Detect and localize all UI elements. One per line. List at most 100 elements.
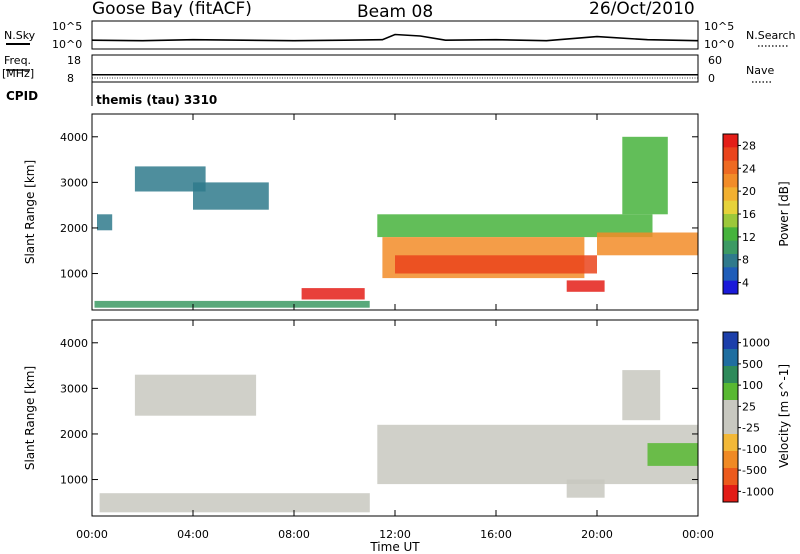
power-ylabel: Slant Range [km] (23, 160, 37, 264)
xtick-label-0: 00:00 (76, 528, 108, 541)
station-title: Goose Bay (fitACF) (92, 0, 252, 19)
date-title: 26/Oct/2010 (589, 0, 695, 19)
power-cbar-swatch-6 (723, 214, 738, 228)
velocity-cbar-swatch-8 (723, 468, 738, 486)
nsearch-tick-bottom: 10^0 (704, 38, 734, 51)
velocity-colorbar-label: Velocity [m s^-1] (777, 364, 791, 468)
velocity-cbar-swatch-1 (723, 349, 738, 367)
nsky-panel (91, 20, 699, 50)
xtick-label-5: 20:00 (581, 528, 613, 541)
xtick-label-3: 12:00 (379, 528, 411, 541)
power-cbar-swatch-0 (723, 134, 738, 148)
power-cbar-swatch-3 (723, 174, 738, 188)
power-region-7 (395, 255, 597, 274)
velocity-cbar-tick-label-2: 100 (742, 379, 763, 392)
beam-title: Beam 08 (357, 2, 433, 22)
nsearch-label: N.Search (746, 29, 796, 42)
xtick-label-4: 16:00 (480, 528, 512, 541)
velocity-cbar-tick-label-5: -100 (742, 443, 767, 456)
velocity-region-5 (622, 370, 661, 421)
xtick-label-2: 08:00 (278, 528, 310, 541)
velocity-heatmap (99, 370, 698, 513)
power-region-9 (597, 232, 698, 256)
freq-tick-top: 18 (67, 54, 81, 67)
nsky-label: N.Sky (4, 29, 36, 42)
velocity-panel-frame (91, 319, 699, 517)
power-cbar-tick-label-2: 20 (742, 185, 756, 198)
power-colorbar: 28 24 20 16 12 8 4 (723, 134, 756, 295)
velocity-ytick-label-3: 4000 (60, 337, 88, 350)
velocity-region-2 (377, 424, 698, 485)
freq-label: Freq. (4, 54, 31, 67)
power-ytick-label-0: 1000 (60, 268, 88, 281)
nsky-tick-bottom: 10^0 (52, 38, 82, 51)
cpid-value: themis (tau) 3310 (96, 93, 217, 107)
velocity-cbar-tick-label-7: -1000 (742, 485, 774, 498)
velocity-cbar-tick-label-3: 25 (742, 400, 756, 413)
velocity-cbar-swatch-6 (723, 434, 738, 452)
power-cbar-tick-label-5: 8 (742, 254, 749, 267)
power-region-5 (377, 214, 653, 238)
power-region-0 (94, 300, 370, 308)
nave-tick-top: 60 (708, 54, 722, 67)
velocity-region-3 (566, 479, 605, 498)
power-cbar-swatch-7 (723, 227, 738, 242)
power-colorbar-label: Power [dB] (777, 181, 791, 246)
power-cbar-tick-label-4: 12 (742, 231, 756, 244)
velocity-cbar-swatch-2 (723, 366, 738, 384)
power-region-1 (301, 288, 365, 300)
cpid-label: CPID (6, 89, 38, 103)
xlabel: Time UT (369, 540, 420, 554)
velocity-cbar-swatch-7 (723, 451, 738, 469)
power-ytick-label-2: 3000 (60, 176, 88, 189)
velocity-cbar-tick-label-6: -500 (742, 464, 767, 477)
freq-unit-label: [MHz] (2, 67, 34, 80)
power-cbar-swatch-10 (723, 267, 738, 282)
power-cbar-tick-label-3: 16 (742, 208, 756, 221)
power-cbar-tick-label-1: 24 (742, 162, 756, 175)
xtick-label-1: 04:00 (177, 528, 209, 541)
velocity-colorbar-frame (722, 331, 739, 503)
power-cbar-tick-label-6: 4 (742, 277, 749, 290)
power-panel-frame (91, 113, 699, 311)
power-y-axis: 1000 2000 3000 4000 (60, 131, 698, 281)
power-region-8 (566, 280, 605, 292)
velocity-ytick-label-2: 3000 (60, 382, 88, 395)
velocity-region-4 (647, 443, 698, 466)
power-ytick-label-1: 2000 (60, 222, 88, 235)
velocity-cbar-swatch-3 (723, 383, 738, 401)
velocity-ytick-label-1: 2000 (60, 428, 88, 441)
power-colorbar-frame (722, 133, 739, 295)
power-ytick-label-3: 4000 (60, 131, 88, 144)
velocity-cbar-swatch-9 (723, 485, 738, 503)
nsky-trace (91, 33, 699, 42)
power-cbar-swatch-4 (723, 187, 738, 202)
power-region-10 (622, 136, 668, 215)
velocity-cbar-tick-label-1: 500 (742, 358, 763, 371)
freq-panel (91, 54, 699, 83)
power-heatmap (94, 136, 698, 308)
power-cbar-swatch-1 (723, 147, 738, 162)
power-region-4 (97, 214, 113, 231)
velocity-region-0 (99, 493, 370, 513)
velocity-region-1 (134, 374, 257, 416)
power-cbar-swatch-9 (723, 254, 738, 268)
velocity-cbar-swatch-5 (723, 417, 738, 435)
power-cbar-swatch-2 (723, 160, 738, 175)
xtick-label-6: 00:00 (682, 528, 714, 541)
velocity-ylabel: Slant Range [km] (23, 366, 37, 470)
velocity-colorbar: 1000 500 100 25 -25 -100 -500 -1000 (723, 332, 774, 503)
nave-tick-bottom: 0 (708, 72, 715, 85)
velocity-cbar-tick-label-4: -25 (742, 422, 760, 435)
power-region-3 (193, 182, 269, 210)
time-x-axis: 00:00 04:00 08:00 12:00 16:00 20:00 00:00 (76, 114, 714, 541)
power-cbar-swatch-11 (723, 280, 738, 295)
freq-tick-bottom: 8 (67, 72, 74, 85)
velocity-cbar-tick-label-0: 1000 (742, 337, 770, 350)
power-cbar-swatch-5 (723, 200, 738, 215)
power-cbar-swatch-8 (723, 240, 738, 255)
power-cbar-tick-label-0: 28 (742, 139, 756, 152)
velocity-cbar-swatch-0 (723, 332, 738, 350)
velocity-cbar-swatch-4 (723, 400, 738, 418)
